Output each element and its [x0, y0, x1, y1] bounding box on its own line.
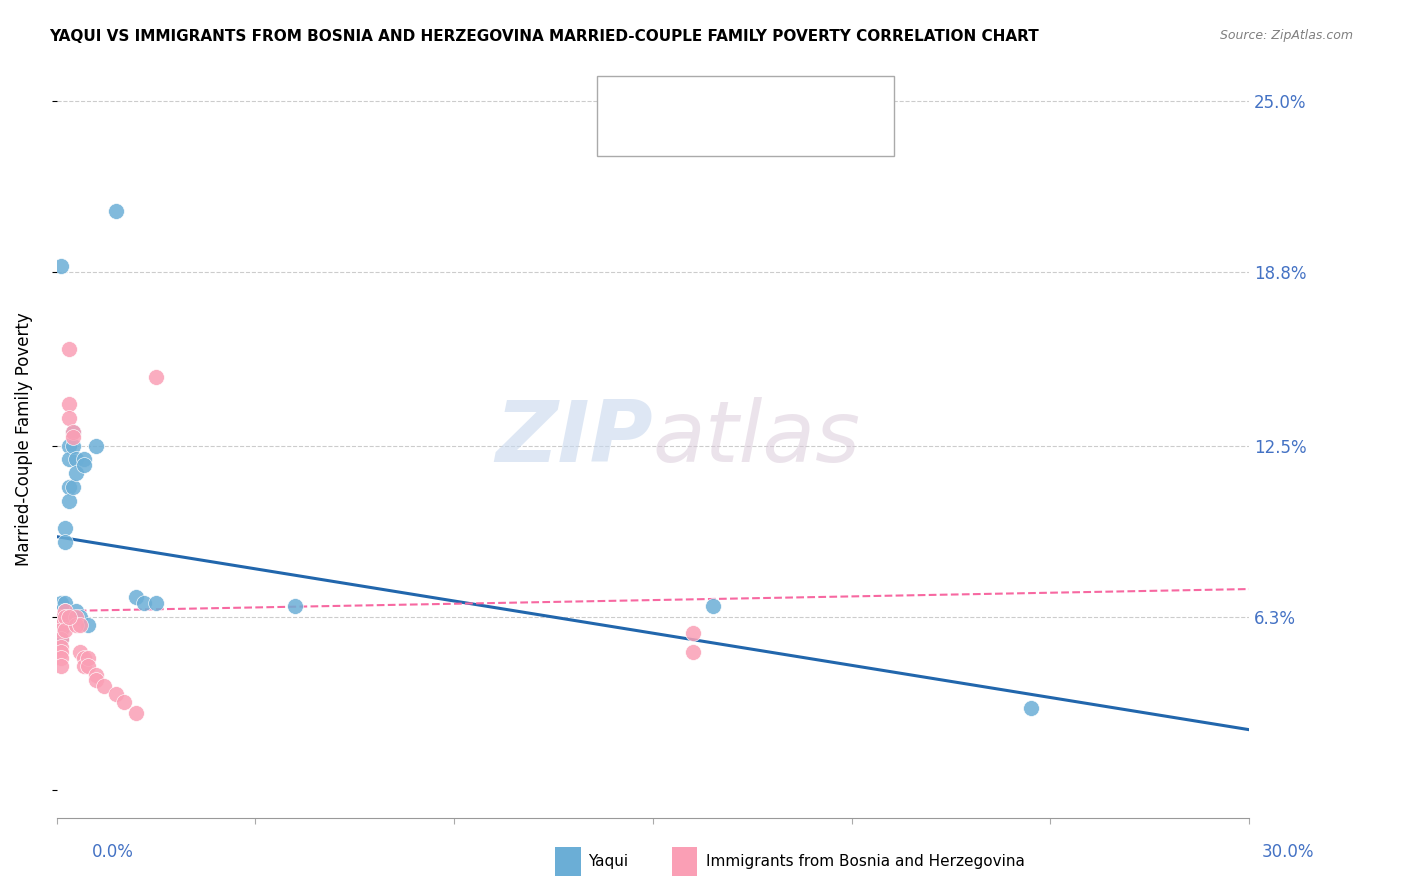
Point — [86, 439, 108, 453]
Point — [53, 609, 76, 624]
Point — [49, 659, 72, 673]
Point — [73, 458, 96, 472]
Point — [65, 609, 87, 624]
Text: ZIP: ZIP — [495, 397, 652, 480]
Point — [49, 624, 72, 638]
FancyBboxPatch shape — [606, 82, 647, 112]
Point — [73, 659, 96, 673]
Text: R = -0.183   N = 35: R = -0.183 N = 35 — [662, 89, 811, 103]
Point — [105, 204, 128, 219]
Point — [132, 596, 155, 610]
Text: YAQUI VS IMMIGRANTS FROM BOSNIA AND HERZEGOVINA MARRIED-COUPLE FAMILY POVERTY CO: YAQUI VS IMMIGRANTS FROM BOSNIA AND HERZ… — [49, 29, 1039, 44]
Point — [58, 439, 80, 453]
Point — [49, 596, 72, 610]
Point — [58, 411, 80, 425]
Text: Immigrants from Bosnia and Herzegovina: Immigrants from Bosnia and Herzegovina — [706, 855, 1025, 869]
Point — [58, 493, 80, 508]
Text: R = 0.039   N = 34: R = 0.039 N = 34 — [662, 128, 806, 143]
Point — [49, 640, 72, 654]
Point — [77, 651, 100, 665]
Point — [49, 604, 72, 618]
Point — [53, 535, 76, 549]
Point — [682, 626, 704, 640]
Text: 0.0%: 0.0% — [91, 843, 134, 861]
Point — [62, 480, 84, 494]
Point — [62, 430, 84, 444]
Point — [62, 425, 84, 439]
Point — [49, 609, 72, 624]
Point — [53, 604, 76, 618]
Point — [145, 369, 167, 384]
Y-axis label: Married-Couple Family Poverty: Married-Couple Family Poverty — [15, 312, 32, 566]
Point — [49, 260, 72, 274]
Point — [93, 679, 115, 693]
FancyBboxPatch shape — [596, 76, 894, 156]
Point — [69, 609, 91, 624]
Point — [49, 609, 72, 624]
Point — [49, 618, 72, 632]
Point — [65, 452, 87, 467]
Point — [49, 632, 72, 646]
Point — [53, 604, 76, 618]
Point — [69, 645, 91, 659]
Point — [53, 624, 76, 638]
Point — [58, 342, 80, 356]
Point — [284, 599, 307, 613]
Text: atlas: atlas — [652, 397, 860, 480]
Point — [125, 706, 148, 720]
Point — [73, 651, 96, 665]
FancyBboxPatch shape — [606, 120, 647, 150]
Point — [65, 467, 87, 481]
Point — [53, 618, 76, 632]
Point — [69, 618, 91, 632]
Point — [86, 667, 108, 681]
Point — [682, 645, 704, 659]
Point — [125, 591, 148, 605]
Point — [77, 659, 100, 673]
Point — [58, 397, 80, 411]
Point — [49, 632, 72, 646]
Point — [112, 695, 135, 709]
Point — [53, 609, 76, 624]
Point — [105, 687, 128, 701]
Point — [53, 521, 76, 535]
Point — [62, 439, 84, 453]
Point — [49, 645, 72, 659]
Point — [145, 596, 167, 610]
Point — [65, 618, 87, 632]
Point — [49, 651, 72, 665]
Point — [1019, 700, 1042, 714]
Point — [58, 609, 80, 624]
Point — [58, 452, 80, 467]
Point — [49, 618, 72, 632]
Point — [77, 618, 100, 632]
Point — [65, 604, 87, 618]
Point — [73, 452, 96, 467]
Point — [49, 624, 72, 638]
Point — [53, 596, 76, 610]
Point — [86, 673, 108, 687]
Text: 30.0%: 30.0% — [1263, 843, 1315, 861]
Text: Yaqui: Yaqui — [588, 855, 628, 869]
Text: Source: ZipAtlas.com: Source: ZipAtlas.com — [1219, 29, 1353, 42]
Point — [62, 425, 84, 439]
Point — [58, 480, 80, 494]
Point — [702, 599, 724, 613]
